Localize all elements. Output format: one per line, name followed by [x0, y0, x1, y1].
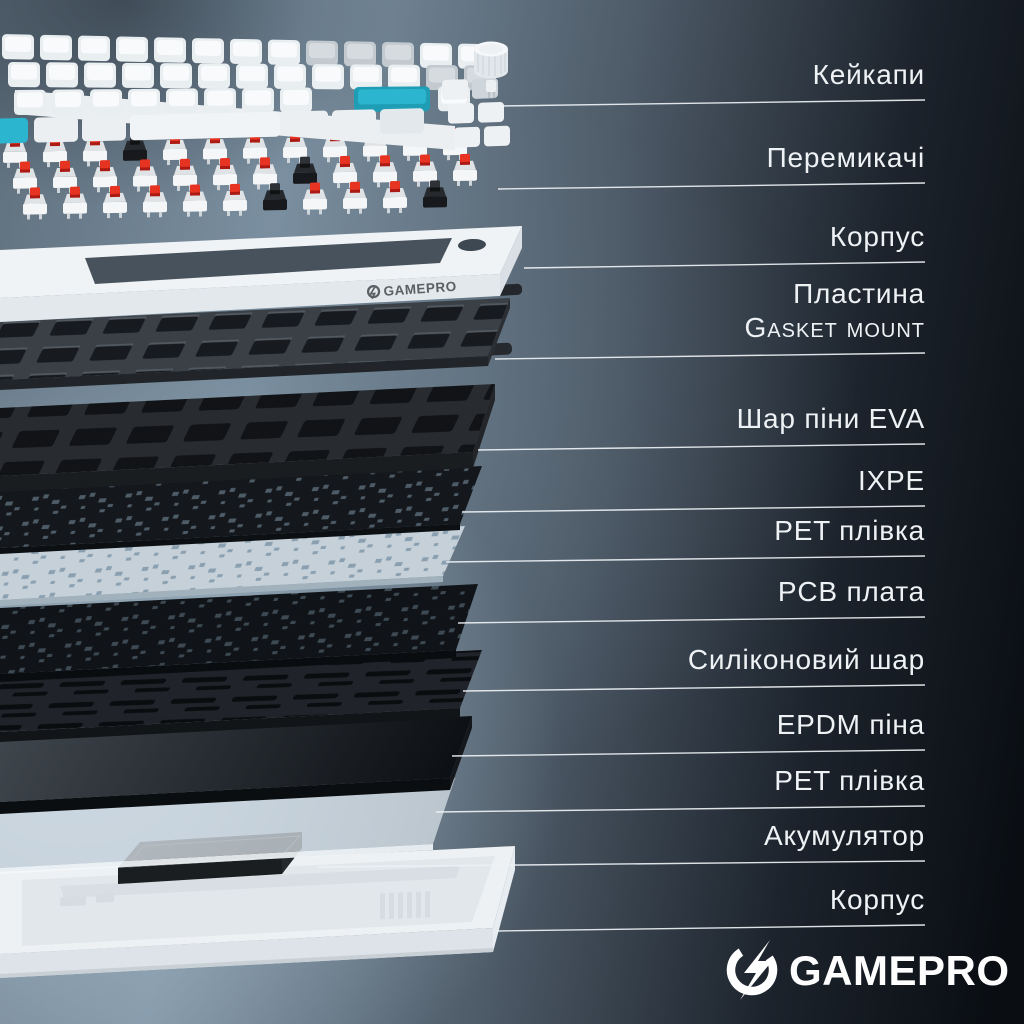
nav-key-cluster	[442, 78, 510, 148]
leader-line-plate	[494, 352, 926, 360]
case-brand-badge: GAMEPRO	[366, 279, 457, 300]
layer-top-case-graphic: GAMEPRO	[0, 226, 522, 322]
layer-epdm-foam-graphic	[0, 716, 472, 814]
leader-line-pcb	[457, 616, 926, 624]
rotary-knob	[474, 41, 508, 98]
leader-line-bottom-case	[496, 924, 926, 932]
leader-line-switches	[497, 182, 926, 190]
leader-lines	[317, 99, 926, 932]
leader-line-ixpe	[461, 505, 926, 513]
leader-line-pet-film-lower	[435, 805, 926, 813]
leader-line-eva-foam	[477, 443, 926, 451]
layer-ixpe-graphic	[0, 466, 482, 554]
accent-teal-keycap-left	[0, 117, 28, 144]
brand-logo-text: GAMEPRO	[789, 947, 1010, 994]
leader-line-keycaps	[499, 99, 926, 107]
leader-line-pet-film-upper	[445, 555, 926, 563]
accent-teal-keycap	[354, 86, 430, 112]
brand-logo: GAMEPRO	[726, 940, 1010, 1000]
leader-line-silicone	[462, 684, 926, 692]
leader-line-top-case	[523, 261, 926, 269]
layer-keycaps-graphic	[0, 34, 510, 150]
gamepro-logo-icon	[726, 940, 778, 1000]
layer-pcb-graphic	[0, 584, 478, 682]
leader-line-battery	[317, 860, 926, 868]
layer-plate-gasket-graphic	[0, 298, 510, 390]
leader-line-epdm-foam	[451, 749, 926, 757]
case-badge-text: GAMEPRO	[383, 279, 457, 299]
knob-hole	[458, 238, 486, 252]
spacebar-keycap	[130, 111, 280, 141]
layer-eva-foam-graphic	[0, 384, 495, 492]
